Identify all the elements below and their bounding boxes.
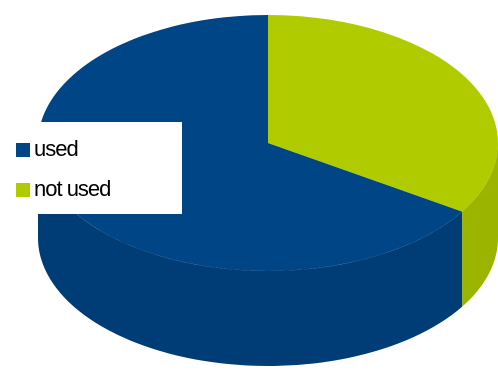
legend-label: not used [34, 176, 110, 201]
legend-swatch [16, 183, 30, 197]
legend-swatch [16, 143, 30, 157]
slice-side [38, 143, 463, 366]
pie [37, 15, 498, 366]
legend: used not used [0, 122, 182, 214]
slice-side [462, 143, 498, 307]
legend-box [0, 122, 182, 214]
slice [268, 15, 498, 212]
legend-label: used [34, 136, 78, 161]
